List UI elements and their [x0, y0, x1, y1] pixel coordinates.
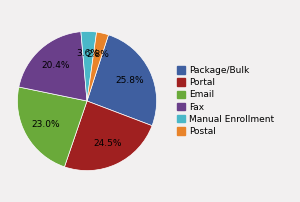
Wedge shape [19, 32, 87, 101]
Wedge shape [64, 101, 152, 171]
Text: 2.8%: 2.8% [86, 50, 109, 59]
Text: 25.8%: 25.8% [116, 76, 144, 85]
Legend: Package/Bulk, Portal, Email, Fax, Manual Enrollment, Postal: Package/Bulk, Portal, Email, Fax, Manual… [176, 64, 276, 138]
Wedge shape [81, 31, 97, 101]
Wedge shape [17, 87, 87, 167]
Text: 24.5%: 24.5% [93, 139, 122, 148]
Wedge shape [87, 35, 157, 126]
Wedge shape [87, 32, 109, 101]
Text: 23.0%: 23.0% [32, 120, 60, 129]
Text: 3.6%: 3.6% [77, 49, 100, 58]
Text: 20.4%: 20.4% [41, 61, 70, 70]
